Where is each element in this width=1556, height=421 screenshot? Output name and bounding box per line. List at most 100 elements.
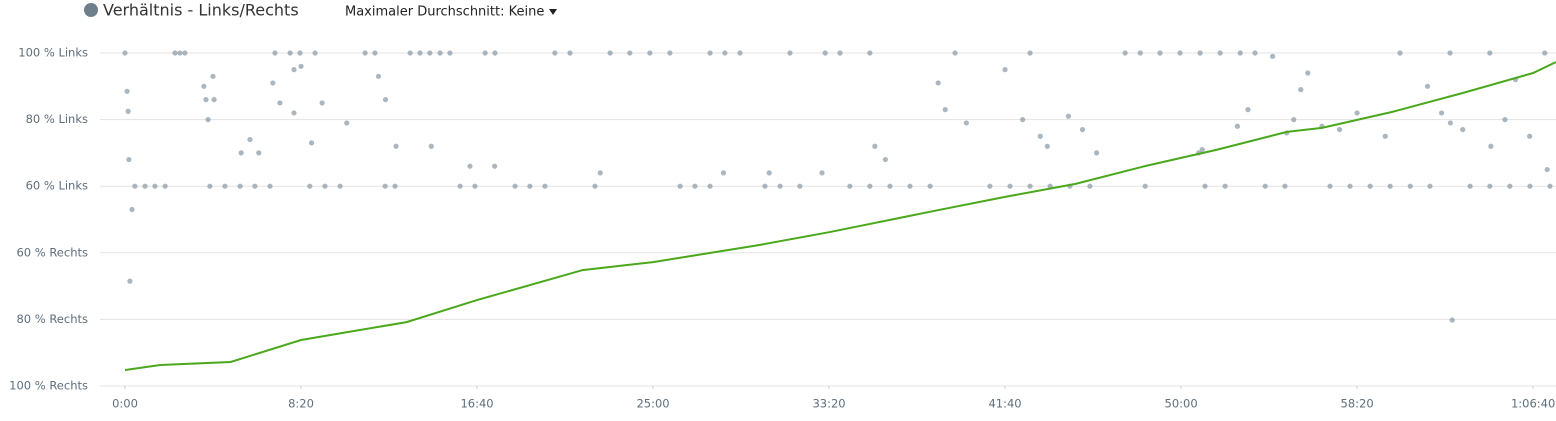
point (492, 163, 498, 169)
point (372, 50, 378, 56)
x-tick-label: 25:00 (636, 397, 669, 411)
point (707, 183, 713, 189)
point (162, 183, 168, 189)
point (797, 183, 803, 189)
point (393, 143, 399, 149)
point (737, 50, 743, 56)
point (182, 50, 188, 56)
point (270, 80, 276, 86)
point (1199, 146, 1205, 153)
point (1157, 50, 1163, 56)
point (362, 50, 368, 56)
point (777, 183, 783, 189)
point (1502, 117, 1508, 123)
y-tick-label: 100 % Rechts (9, 379, 88, 393)
point (512, 183, 518, 189)
point (1407, 183, 1413, 189)
dropdown[interactable]: Maximaler Durchschnitt: Keine (345, 5, 557, 20)
point (382, 183, 388, 189)
point (238, 150, 244, 156)
point (1217, 50, 1223, 56)
point (1237, 50, 1243, 56)
point (1298, 87, 1304, 93)
point (1002, 67, 1008, 73)
point (1065, 113, 1072, 119)
x-tick-label: 33:20 (812, 397, 845, 411)
point (1449, 317, 1455, 323)
point (1270, 53, 1276, 59)
point (1027, 183, 1033, 189)
point (819, 170, 825, 176)
point (272, 50, 278, 56)
point (1327, 183, 1333, 189)
point (1397, 50, 1403, 56)
point (337, 183, 343, 189)
point (567, 50, 573, 56)
point (205, 117, 211, 123)
point (407, 50, 413, 56)
point (607, 50, 613, 56)
point (867, 50, 873, 56)
point (211, 97, 217, 103)
point (1142, 183, 1148, 189)
point (319, 100, 325, 106)
point (1507, 183, 1513, 189)
point (847, 183, 853, 189)
point (382, 97, 389, 103)
point (527, 183, 533, 189)
point (1542, 50, 1548, 56)
point (1347, 183, 1353, 189)
point (677, 183, 683, 189)
point (428, 143, 434, 149)
point (203, 97, 209, 103)
point (247, 136, 253, 143)
x-tick-label: 16:40 (460, 397, 493, 411)
line (124, 61, 1556, 371)
y-tick-label: 100 % Links (18, 46, 88, 60)
point (1460, 126, 1466, 133)
point (1427, 183, 1433, 189)
point (1305, 70, 1311, 76)
legend-label: Verhältnis - Links/Rechts (103, 1, 299, 20)
point (427, 50, 433, 56)
point (907, 183, 913, 189)
point (987, 183, 993, 189)
legend[interactable]: Verhältnis - Links/Rechts (84, 1, 299, 20)
point (1547, 183, 1553, 189)
point (1234, 123, 1241, 129)
point (132, 183, 138, 189)
x-tick-label: 41:40 (988, 397, 1021, 411)
point (467, 163, 473, 169)
point (887, 183, 893, 189)
point (927, 183, 933, 189)
point (762, 183, 768, 189)
point (1447, 120, 1453, 126)
point (1447, 50, 1453, 56)
point (142, 183, 148, 189)
point (707, 50, 713, 56)
y-tick-label: 80 % Links (26, 112, 88, 126)
y-tick-label: 60 % Rechts (16, 245, 88, 259)
point (287, 50, 293, 56)
point (172, 50, 178, 56)
point (472, 183, 478, 189)
point (1527, 183, 1533, 189)
point (277, 100, 283, 106)
point (787, 50, 793, 56)
point (627, 50, 633, 56)
point (222, 183, 228, 189)
point (267, 183, 273, 189)
dropdown-label: Maximaler Durchschnitt: Keine (345, 5, 544, 20)
point (152, 183, 158, 189)
x-tick-label: 58:20 (1341, 397, 1374, 411)
point (482, 50, 488, 56)
point (1282, 183, 1288, 189)
point (201, 83, 207, 89)
point (312, 50, 318, 56)
point (457, 183, 463, 189)
point (1044, 143, 1050, 149)
point (942, 107, 948, 113)
point (127, 278, 133, 284)
point (1094, 150, 1100, 156)
